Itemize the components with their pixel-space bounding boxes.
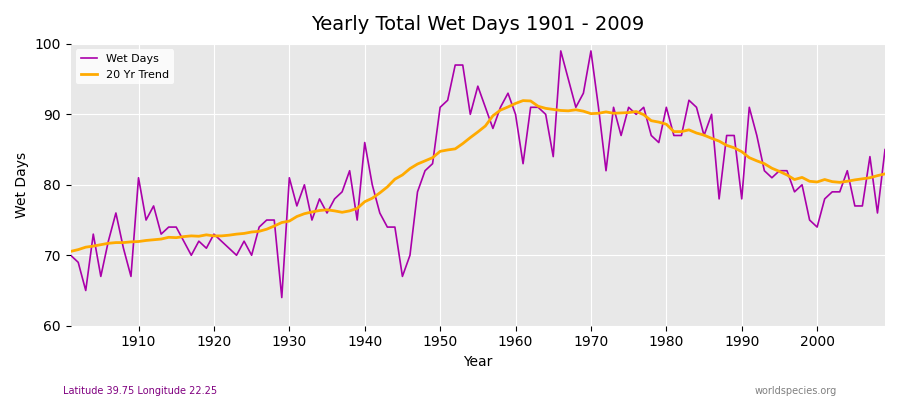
20 Yr Trend <box>879 172 890 176</box>
20 Yr Trend <box>337 210 347 215</box>
Title: Yearly Total Wet Days 1901 - 2009: Yearly Total Wet Days 1901 - 2009 <box>311 15 644 34</box>
20 Yr Trend <box>510 101 521 106</box>
X-axis label: Year: Year <box>464 355 492 369</box>
Legend: Wet Days, 20 Yr Trend: Wet Days, 20 Yr Trend <box>76 50 174 84</box>
Line: 20 Yr Trend: 20 Yr Trend <box>71 101 885 251</box>
20 Yr Trend <box>126 240 137 244</box>
20 Yr Trend <box>608 111 619 116</box>
Wet Days <box>344 168 355 173</box>
Wet Days <box>518 161 528 166</box>
Y-axis label: Wet Days: Wet Days <box>15 152 29 218</box>
Wet Days <box>66 253 77 258</box>
Wet Days <box>616 133 626 138</box>
Text: worldspecies.org: worldspecies.org <box>755 386 837 396</box>
Line: Wet Days: Wet Days <box>71 51 885 298</box>
Wet Days <box>510 112 521 117</box>
20 Yr Trend <box>502 104 513 109</box>
Wet Days <box>555 48 566 53</box>
Wet Days <box>879 147 890 152</box>
20 Yr Trend <box>66 249 77 254</box>
Wet Days <box>299 182 310 187</box>
20 Yr Trend <box>518 98 528 103</box>
Wet Days <box>126 274 137 279</box>
20 Yr Trend <box>292 214 302 219</box>
Wet Days <box>276 295 287 300</box>
Text: Latitude 39.75 Longitude 22.25: Latitude 39.75 Longitude 22.25 <box>63 386 217 396</box>
